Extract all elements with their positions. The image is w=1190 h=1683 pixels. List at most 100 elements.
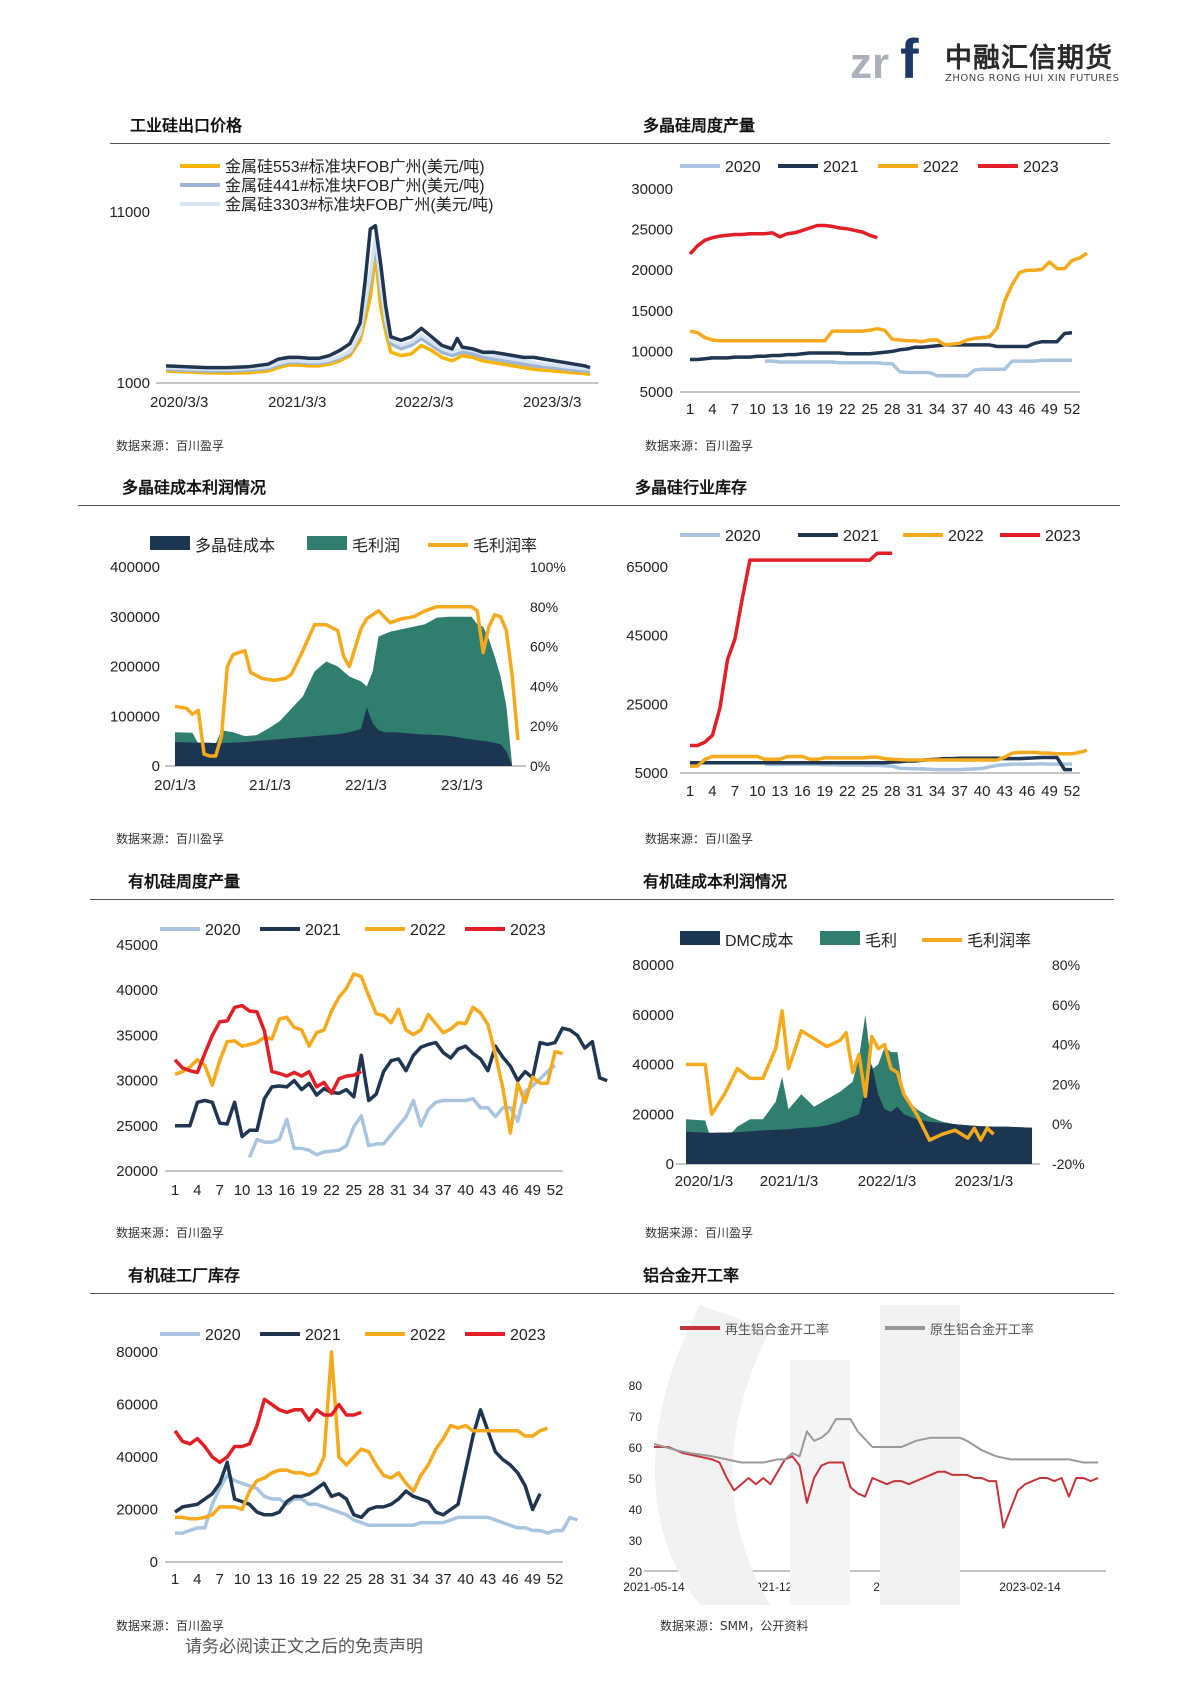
x-tick-label: 40: [974, 783, 991, 800]
y-tick-label: 70: [629, 1410, 643, 1424]
x-tick-label: 7: [216, 1182, 224, 1199]
x-tick-label: 19: [301, 1571, 318, 1588]
legend-label: 2020: [725, 528, 761, 545]
y-tick-label: 200000: [110, 659, 160, 676]
x-tick-label: 43: [480, 1571, 497, 1588]
y-tick-label: 40000: [632, 1057, 674, 1074]
source-6: 数据来源：百川盈孚: [645, 1226, 754, 1240]
x-tick-label: 10: [749, 401, 766, 418]
chart-5: 20000 25000 30000 35000 40000 45000 1 4 7 10 13 16 1…: [116, 922, 608, 1199]
x-tick-label: 4: [708, 401, 716, 418]
x-tick-label: 37: [951, 783, 968, 800]
x-tick-label: 7: [731, 401, 739, 418]
y-tick-label: 45000: [626, 628, 668, 645]
svg-text:f: f: [900, 28, 919, 88]
logo-text-cn: 中融汇信期货: [945, 43, 1113, 74]
x-tick-label: 1: [686, 401, 694, 418]
y-tick-label: 20000: [116, 1502, 158, 1519]
x-tick-label: 22: [839, 401, 856, 418]
y-tick-label: 60: [629, 1441, 643, 1455]
panel-title-2: 多晶硅周度产量: [643, 116, 756, 135]
x-tick-label: 31: [390, 1182, 407, 1199]
line-series-3: [690, 748, 1088, 768]
line-series-2: [690, 755, 1072, 772]
y-tick-label: 60000: [632, 1007, 674, 1024]
x-tick-label: 43: [996, 401, 1013, 418]
y-tick-label: 40000: [116, 1449, 158, 1466]
line-series-3: [174, 972, 563, 1135]
line-series-1: [654, 1446, 1099, 1529]
y-tick-label: 20000: [116, 1163, 158, 1180]
svg-text:zr: zr: [850, 39, 889, 88]
x-tick-label: 7: [216, 1571, 224, 1588]
chart-4: 5000 25000 45000 65000 1 4 7 10 13 16 19 22 25 28 31 34…: [626, 528, 1088, 800]
y-tick-label: 40000: [116, 982, 158, 999]
x-tick-label: 37: [951, 401, 968, 418]
x-tick-label: 34: [413, 1182, 430, 1199]
legend-label: 2022: [410, 1327, 446, 1344]
legend-swatch: [150, 536, 190, 550]
y-tick-label: 80000: [116, 1344, 158, 1361]
y-tick-label: 45000: [116, 937, 158, 954]
legend-label: 2023: [1023, 159, 1059, 176]
legend-label: 2023: [510, 1327, 546, 1344]
legend-swatch: [307, 536, 347, 550]
y2-tick-label: -20%: [1052, 1156, 1085, 1172]
y-tick-label: 1000: [117, 375, 150, 392]
x-tick-label: 10: [749, 783, 766, 800]
legend-label: 2023: [510, 922, 546, 939]
x-tick-label: 37: [435, 1182, 452, 1199]
x-tick-label: 4: [193, 1571, 201, 1588]
x-tick-label: 21/1/3: [249, 777, 291, 794]
x-tick-label: 40: [457, 1571, 474, 1588]
x-tick-label: 52: [1064, 401, 1081, 418]
x-tick-label: 19: [816, 783, 833, 800]
line-series-1: [175, 1473, 578, 1535]
x-tick-label: 34: [929, 783, 946, 800]
area-series-cost-top: [686, 1064, 1032, 1164]
x-tick-label: 2021-05-14: [623, 1580, 685, 1594]
x-tick-label: 13: [256, 1571, 273, 1588]
x-tick-label: 22: [839, 783, 856, 800]
legend-label: 毛利润: [352, 537, 400, 555]
x-tick-label: 40: [457, 1182, 474, 1199]
x-tick-label: 22: [323, 1571, 340, 1588]
legend-label: 2021: [305, 1327, 341, 1344]
x-tick-label: 46: [502, 1571, 519, 1588]
y2-tick-label: 80%: [1052, 957, 1080, 973]
y-tick-label: 25000: [626, 696, 668, 713]
y2-tick-label: 40%: [1052, 1037, 1080, 1053]
line-series-4: [173, 1003, 363, 1096]
y-tick-label: 20000: [632, 1106, 674, 1123]
x-tick-label: 22: [323, 1182, 340, 1199]
divider: [110, 143, 1110, 144]
y-tick-label: 5000: [640, 384, 673, 401]
source-1: 数据来源：百川盈孚: [116, 439, 225, 453]
x-tick-label: 25: [345, 1571, 362, 1588]
legend-label: 再生铝合金开工率: [725, 1322, 829, 1337]
panel-title-7: 有机硅工厂库存: [128, 1266, 241, 1285]
legend-label: DMC成本: [725, 932, 793, 950]
x-tick-label: 2023-02-14: [999, 1580, 1061, 1594]
x-tick-label: 16: [794, 783, 811, 800]
chart-2: 5000 10000 15000 20000 25000 30000 1 4 7 10 13 16 19…: [631, 159, 1088, 418]
line-series-2: [690, 330, 1073, 362]
y-tick-label: 30000: [116, 1073, 158, 1090]
legend-label: 2022: [948, 528, 984, 545]
x-tick-label: 2020/1/3: [675, 1173, 733, 1190]
area-series-2: [175, 616, 513, 766]
divider: [90, 899, 1114, 900]
source-5: 数据来源：百川盈孚: [116, 1226, 225, 1240]
source-4: 数据来源：百川盈孚: [645, 832, 754, 846]
y-tick-label: 35000: [116, 1027, 158, 1044]
divider: [78, 505, 1120, 506]
y-tick-label: 40: [629, 1503, 643, 1517]
y2-tick-label: 20%: [530, 718, 558, 734]
legend-label: 金属硅441#标准块FOB广州(美元/吨): [225, 177, 485, 195]
y-tick-label: 20000: [631, 262, 673, 279]
x-tick-label: 49: [1041, 401, 1058, 418]
x-tick-label: 52: [1064, 783, 1081, 800]
x-tick-label: 43: [996, 783, 1013, 800]
x-tick-label: 19: [301, 1182, 318, 1199]
